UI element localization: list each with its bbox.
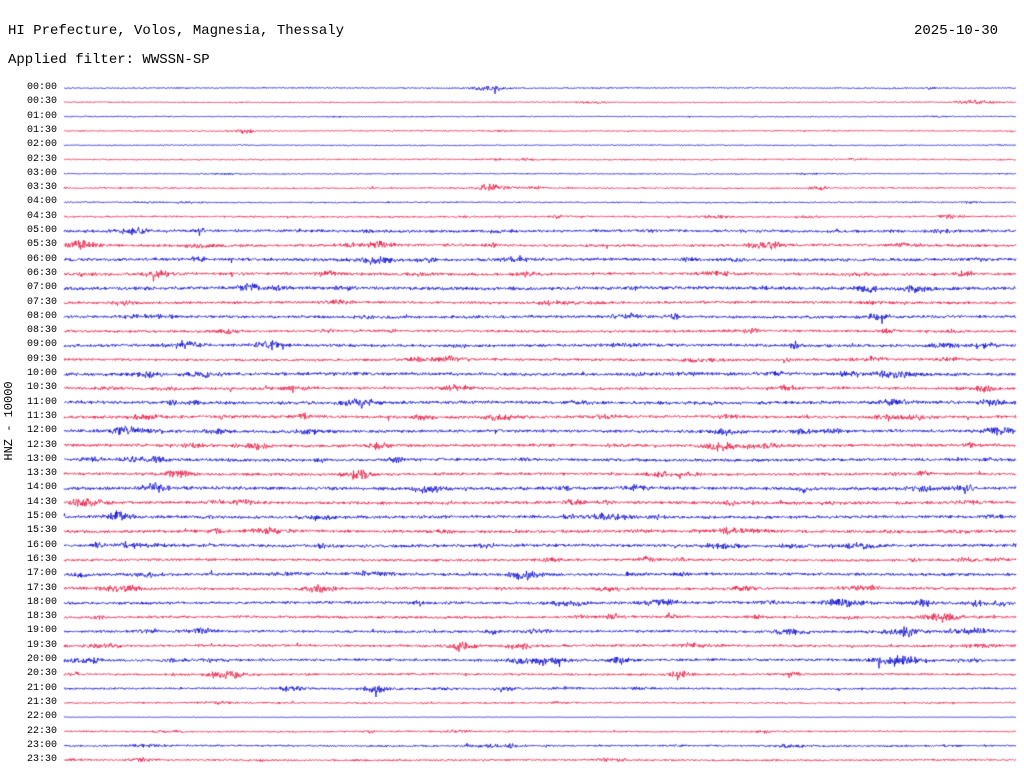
page-title: HI Prefecture, Volos, Magnesia, Thessaly [8, 23, 345, 39]
filter-label: Applied filter: WWSSN-SP [8, 52, 210, 68]
y-axis-label: HNZ - 10000 [2, 381, 16, 461]
date-label: 2025-10-30 [913, 23, 998, 39]
